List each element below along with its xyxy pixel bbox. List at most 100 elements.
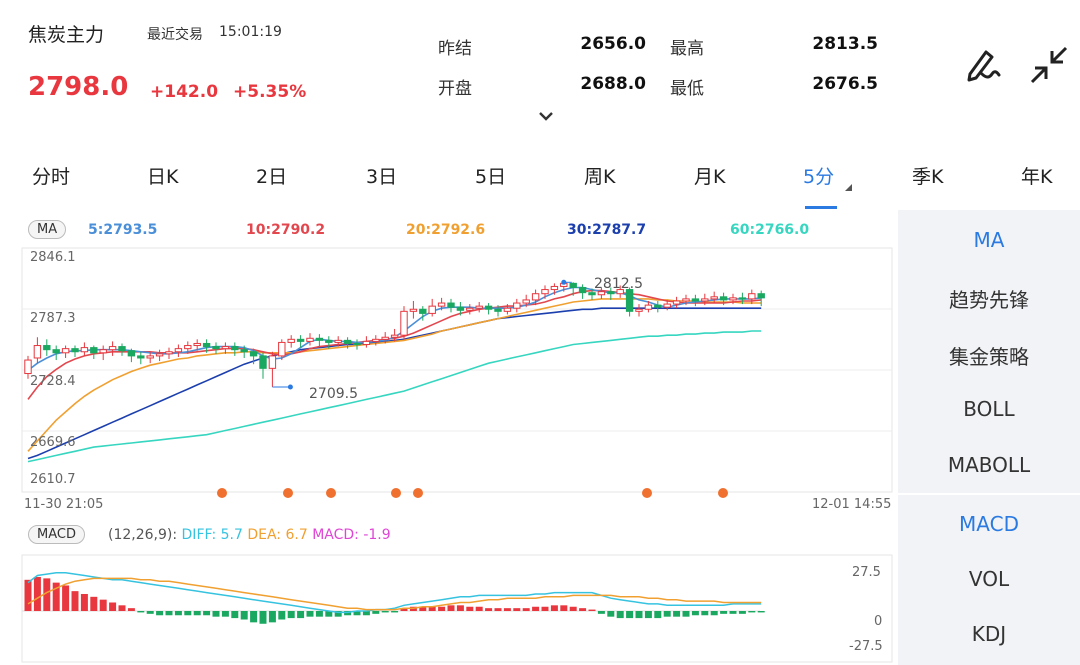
indicator-gold-strategy[interactable]: 集金策略 (949, 345, 1029, 369)
candle-body (127, 350, 136, 357)
macd-bar (503, 608, 511, 611)
candle-body (24, 359, 32, 375)
price-axis-label: 2610.7 (30, 472, 76, 487)
tab-quarterly-k[interactable]: 季K (912, 166, 944, 188)
candle-body (409, 308, 418, 312)
candle-body (757, 293, 765, 299)
active-tab-underline (805, 206, 837, 209)
macd-bar (203, 611, 211, 616)
macd-bar (447, 605, 455, 611)
candle-body (259, 355, 267, 369)
macd-badge[interactable]: MACD (28, 525, 85, 544)
signal-dot (718, 488, 728, 498)
candle-body (682, 298, 690, 302)
stat-label-prev-settle: 昨结 (438, 39, 472, 59)
macd-axis-label: 27.5 (852, 565, 881, 580)
signal-dot (283, 488, 293, 498)
ma-badge[interactable]: MA (28, 220, 67, 239)
tab-dropdown-arrow-icon[interactable] (845, 184, 852, 191)
candle-body (315, 337, 324, 341)
indicator-boll[interactable]: BOLL (963, 397, 1015, 421)
side-menu-divider (898, 493, 1080, 495)
macd-bar (729, 611, 737, 614)
macd-bar (419, 606, 427, 611)
macd-bar (118, 605, 126, 611)
signal-dot (391, 488, 401, 498)
macd-bar (757, 611, 765, 613)
candlestick-plot[interactable] (0, 210, 898, 665)
macd-bar (297, 611, 305, 619)
indicator-ma[interactable]: MA (973, 228, 1005, 252)
candle-body (503, 307, 512, 312)
candle-body (249, 351, 258, 357)
time-axis-start: 11-30 21:05 (24, 497, 104, 512)
tab-intraday[interactable]: 分时 (32, 166, 71, 188)
macd-bar (607, 611, 615, 617)
macd-bar (738, 611, 746, 614)
kline-chart-area[interactable]: MA 5:2793.5 10:2790.2 20:2792.6 30:2787.… (0, 210, 898, 665)
macd-bar (748, 611, 756, 613)
macd-axis-label: -27.5 (849, 639, 883, 654)
macd-bar (165, 611, 173, 616)
collapse-fullscreen-icon[interactable] (1028, 44, 1070, 86)
candle-body (343, 339, 352, 344)
price-change-pct: +5.35% (233, 82, 307, 102)
macd-bar (240, 611, 248, 620)
ma20-value: 20:2792.6 (406, 222, 486, 238)
indicator-macd[interactable]: MACD (959, 512, 1019, 536)
candle-body (174, 348, 183, 353)
macd-bar (193, 611, 201, 616)
price-axis-label: 2846.1 (30, 250, 76, 265)
indicator-kdj[interactable]: KDJ (971, 622, 1007, 646)
macd-bar (90, 596, 98, 611)
tab-weekly-k[interactable]: 周K (584, 166, 616, 188)
macd-bar (616, 611, 624, 619)
macd-bar (466, 606, 474, 611)
tab-daily-k[interactable]: 日K (147, 166, 179, 188)
tab-3day[interactable]: 3日 (366, 166, 398, 188)
macd-bar (597, 611, 605, 614)
tab-5min[interactable]: 5分 (803, 166, 835, 188)
expand-chevron-icon[interactable] (538, 110, 554, 122)
macd-bar (362, 611, 370, 616)
stat-value-low: 2676.5 (812, 74, 878, 94)
candle-body (278, 341, 286, 357)
signal-dot (326, 488, 336, 498)
candle-body (212, 346, 220, 350)
macd-bar (673, 611, 681, 617)
macd-bar (381, 611, 389, 613)
macd-bar (24, 579, 32, 611)
macd-bar (710, 611, 718, 616)
macd-bar (71, 591, 79, 611)
indicator-maboll[interactable]: MABOLL (947, 453, 1031, 477)
candle-body (108, 346, 117, 351)
signal-dot (413, 488, 423, 498)
indicator-vol[interactable]: VOL (968, 567, 1010, 591)
macd-bar (522, 608, 530, 611)
tab-monthly-k[interactable]: 月K (694, 166, 726, 188)
macd-bar (494, 608, 502, 611)
candle-body (607, 291, 615, 295)
macd-bar (438, 606, 446, 611)
candle-body (306, 337, 314, 342)
candle-body (33, 345, 42, 359)
tab-yearly-k[interactable]: 年K (1021, 166, 1053, 188)
draw-pen-icon[interactable] (962, 44, 1002, 84)
ma20-line (27, 298, 762, 452)
price-axis-label: 2728.4 (30, 374, 76, 389)
low-annotation: 2709.5 (309, 386, 358, 402)
candle-body (701, 298, 709, 302)
candle-body (672, 300, 681, 305)
indicator-trend-pioneer[interactable]: 趋势先锋 (949, 288, 1029, 312)
macd-bar (400, 608, 408, 611)
macd-bar (184, 611, 192, 616)
macd-bar (588, 609, 596, 611)
tab-2day[interactable]: 2日 (256, 166, 288, 188)
price-axis-label: 2669.6 (30, 435, 76, 450)
price-axis-label: 2787.3 (30, 311, 76, 326)
candle-body (165, 351, 173, 355)
macd-diff-line (27, 571, 762, 614)
candle-body (588, 292, 596, 296)
tab-5day[interactable]: 5日 (475, 166, 507, 188)
candle-body (578, 286, 587, 294)
